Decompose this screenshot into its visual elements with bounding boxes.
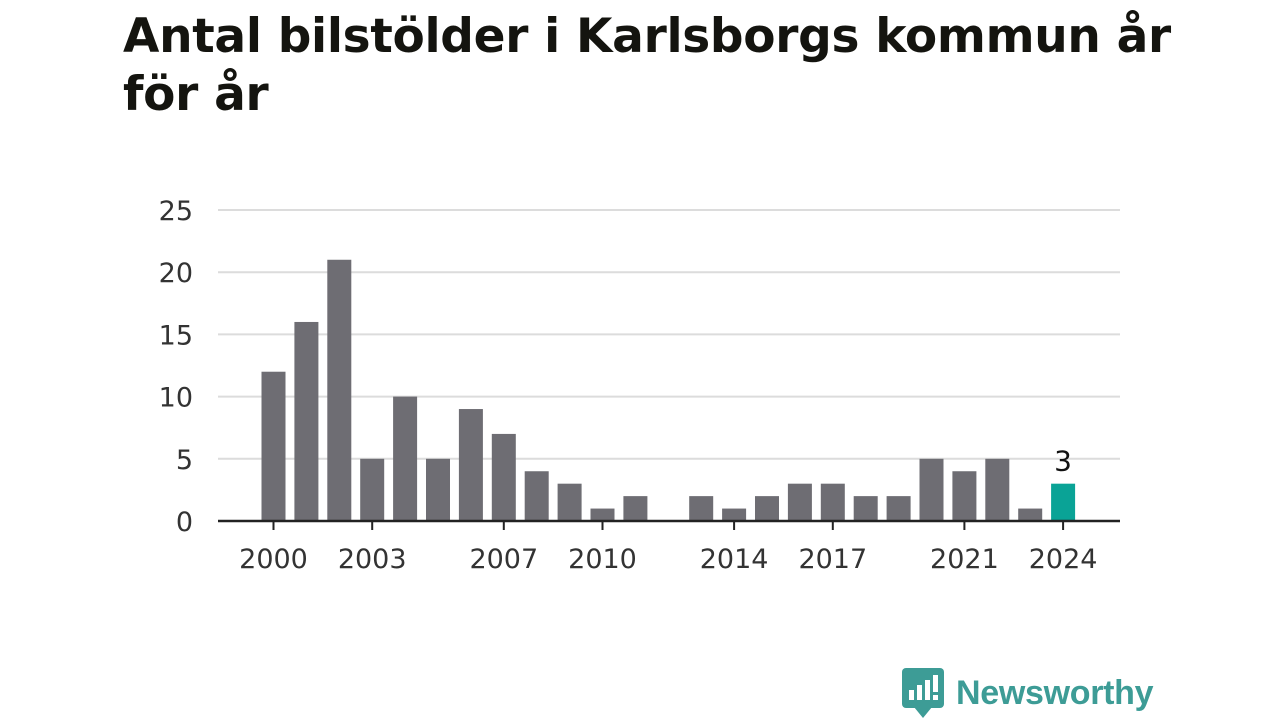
bar [491, 433, 516, 521]
bar [952, 471, 977, 521]
bar [755, 496, 779, 521]
chart-title: Antal bilstölder i Karlsborgs kommun år … [123, 9, 1171, 122]
x-tick-label: 2021 [930, 544, 999, 575]
bar [393, 396, 418, 521]
x-tick-label: 2017 [798, 544, 867, 575]
bar [426, 458, 450, 521]
bar [787, 483, 812, 521]
bars [261, 259, 1076, 521]
bar [261, 371, 286, 521]
data-labels: 3 [1054, 445, 1072, 478]
bar [557, 483, 582, 521]
bar [820, 483, 845, 521]
x-tick-label: 2014 [700, 544, 769, 575]
bar [590, 508, 615, 521]
y-tick-label: 20 [159, 258, 193, 289]
y-tick-label: 5 [176, 445, 193, 476]
y-tick-label: 15 [159, 320, 193, 351]
x-tick-label: 2000 [239, 544, 308, 575]
y-tick-label: 25 [159, 196, 193, 227]
y-axis-ticks: 0 5 10 15 20 25 [159, 196, 193, 538]
bar [294, 321, 319, 521]
bar [689, 496, 714, 521]
x-tick-label: 2010 [568, 544, 637, 575]
bar [524, 471, 549, 521]
newsworthy-logo-icon [902, 668, 944, 718]
bar [360, 458, 385, 521]
x-axis-ticks: 2000 2003 2007 2010 2014 2017 2021 2024 [239, 521, 1097, 575]
x-tick-label: 2003 [338, 544, 407, 575]
x-tick-label: 2024 [1029, 544, 1098, 575]
y-tick-label: 0 [176, 507, 193, 538]
bar [722, 508, 747, 521]
data-label: 3 [1054, 445, 1072, 478]
bar [919, 458, 944, 521]
bar [985, 458, 1010, 521]
bar [886, 496, 911, 521]
bar [1018, 508, 1043, 521]
bar [853, 496, 878, 521]
bar [458, 409, 483, 521]
y-tick-label: 10 [159, 383, 193, 414]
brand: Newsworthy [902, 668, 1154, 718]
bar-highlight [1051, 483, 1076, 521]
bar [623, 496, 648, 521]
bar [327, 259, 352, 521]
gridlines [218, 209, 1120, 460]
x-tick-label: 2007 [469, 544, 538, 575]
brand-name: Newsworthy [956, 674, 1154, 712]
